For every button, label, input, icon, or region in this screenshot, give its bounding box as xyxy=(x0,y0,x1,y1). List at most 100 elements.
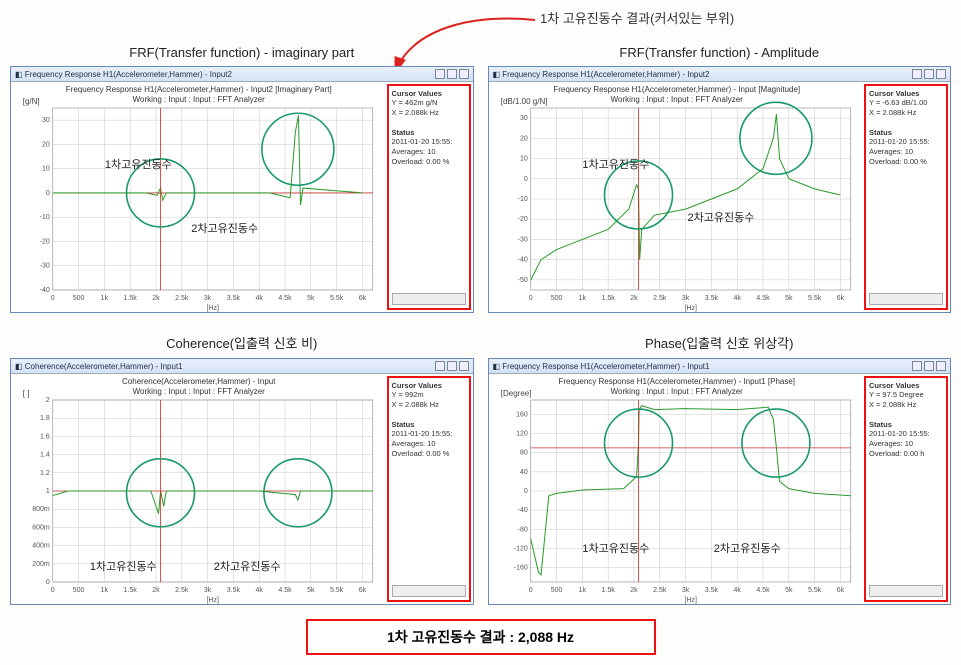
plot-area[interactable]: Frequency Response H1(Accelerometer,Hamm… xyxy=(489,374,865,604)
svg-text:3k: 3k xyxy=(204,587,212,594)
window-button-icon[interactable] xyxy=(447,361,457,371)
cursor-y: Y = 97.5 Degree xyxy=(869,390,943,399)
svg-text:1.5k: 1.5k xyxy=(601,295,615,302)
window-title: ◧ Frequency Response H1(Accelerometer,Ha… xyxy=(15,70,232,79)
mode-annotation: 1차고유진동수 xyxy=(105,156,172,172)
window-button-icon[interactable] xyxy=(459,69,469,79)
panel-footer-button[interactable] xyxy=(869,293,943,305)
chart-window: ◧ Frequency Response H1(Accelerometer,Ha… xyxy=(10,66,474,313)
svg-text:3.5k: 3.5k xyxy=(227,587,241,594)
svg-text:1.5k: 1.5k xyxy=(601,587,615,594)
svg-text:6k: 6k xyxy=(836,295,844,302)
svg-text:2.5k: 2.5k xyxy=(653,295,667,302)
svg-text:-160: -160 xyxy=(513,565,527,572)
svg-text:5k: 5k xyxy=(307,587,315,594)
cursor-x: X = 2.088k Hz xyxy=(392,400,466,409)
svg-text:5.5k: 5.5k xyxy=(808,587,822,594)
svg-text:5k: 5k xyxy=(785,587,793,594)
cursor-values-panel: Cursor ValuesY = 992mX = 2.088k HzStatus… xyxy=(387,376,471,602)
status-line: 2011-01-20 15:55: xyxy=(392,429,466,438)
plot-area[interactable]: Frequency Response H1(Accelerometer,Hamm… xyxy=(489,82,865,312)
svg-text:4.5k: 4.5k xyxy=(756,587,770,594)
window-button-icon[interactable] xyxy=(447,69,457,79)
cursor-x: X = 2.088k Hz xyxy=(869,400,943,409)
svg-text:4k: 4k xyxy=(733,295,741,302)
svg-text:120: 120 xyxy=(516,431,528,438)
svg-text:200m: 200m xyxy=(32,561,50,568)
cursor-values-panel: Cursor ValuesY = -6.63 dB/1.00X = 2.088k… xyxy=(864,84,948,310)
window-buttons[interactable] xyxy=(912,69,946,79)
window-button-icon[interactable] xyxy=(924,361,934,371)
mode-annotation: 2차고유진동수 xyxy=(191,220,258,236)
status-header: Status xyxy=(869,128,943,137)
status-line: 2011-01-20 15:55: xyxy=(392,137,466,146)
window-titlebar[interactable]: ◧ Coherence(Accelerometer,Hammer) - Inpu… xyxy=(11,359,473,374)
svg-text:0: 0 xyxy=(51,295,55,302)
status-line: Averages: 10 xyxy=(869,147,943,156)
status-header: Status xyxy=(392,420,466,429)
svg-text:1: 1 xyxy=(46,488,50,495)
cursor-values-header: Cursor Values xyxy=(869,381,943,390)
svg-text:-10: -10 xyxy=(517,196,527,203)
svg-text:1.4: 1.4 xyxy=(40,452,50,459)
panel-footer-button[interactable] xyxy=(392,293,466,305)
svg-text:3k: 3k xyxy=(681,295,689,302)
window-button-icon[interactable] xyxy=(435,361,445,371)
cursor-x: X = 2.088k Hz xyxy=(392,108,466,117)
svg-text:5k: 5k xyxy=(785,295,793,302)
svg-text:2k: 2k xyxy=(630,587,638,594)
window-titlebar[interactable]: ◧ Frequency Response H1(Accelerometer,Ha… xyxy=(11,67,473,82)
status-line: Overload: 0.00 % xyxy=(869,157,943,166)
svg-text:-30: -30 xyxy=(40,263,50,270)
svg-text:3k: 3k xyxy=(204,295,212,302)
svg-text:4.5k: 4.5k xyxy=(278,295,292,302)
cursor-values-panel: Cursor ValuesY = 462m g/NX = 2.088k HzSt… xyxy=(387,84,471,310)
plot-area[interactable]: Frequency Response H1(Accelerometer,Hamm… xyxy=(11,82,387,312)
svg-text:6k: 6k xyxy=(359,295,367,302)
svg-text:3.5k: 3.5k xyxy=(227,295,241,302)
svg-text:Coherence(Accelerometer,Hammer: Coherence(Accelerometer,Hammer) - Input xyxy=(122,377,276,386)
svg-text:[dB/1.00 g/N]: [dB/1.00 g/N] xyxy=(500,97,547,106)
svg-text:-120: -120 xyxy=(513,545,527,552)
window-button-icon[interactable] xyxy=(912,361,922,371)
svg-text:1.5k: 1.5k xyxy=(124,295,138,302)
window-button-icon[interactable] xyxy=(936,69,946,79)
svg-text:[ ]: [ ] xyxy=(23,389,30,398)
window-button-icon[interactable] xyxy=(912,69,922,79)
svg-text:Working : Input : Input : FFT: Working : Input : Input : FFT Analyzer xyxy=(610,95,743,104)
svg-text:Working : Input : Input : FFT: Working : Input : Input : FFT Analyzer xyxy=(610,387,743,396)
window-titlebar[interactable]: ◧ Frequency Response H1(Accelerometer,Ha… xyxy=(489,359,951,374)
svg-text:-80: -80 xyxy=(517,526,527,533)
svg-text:400m: 400m xyxy=(32,543,50,550)
svg-text:-50: -50 xyxy=(517,277,527,284)
panel-footer-button[interactable] xyxy=(869,585,943,597)
mode-annotation: 2차고유진동수 xyxy=(214,558,281,574)
mode-annotation: 2차고유진동수 xyxy=(714,540,781,556)
window-buttons[interactable] xyxy=(912,361,946,371)
window-buttons[interactable] xyxy=(435,69,469,79)
plot-area[interactable]: Coherence(Accelerometer,Hammer) - InputW… xyxy=(11,374,387,604)
svg-text:5.5k: 5.5k xyxy=(330,587,344,594)
status-line: Overload: 0.00 % xyxy=(392,449,466,458)
svg-text:Working : Input : Input : FFT: Working : Input : Input : FFT Analyzer xyxy=(133,95,266,104)
panel-footer-button[interactable] xyxy=(392,585,466,597)
svg-text:0: 0 xyxy=(46,190,50,197)
svg-text:30: 30 xyxy=(42,117,50,124)
svg-text:2.5k: 2.5k xyxy=(175,587,189,594)
svg-text:-30: -30 xyxy=(517,236,527,243)
cursor-values-header: Cursor Values xyxy=(869,89,943,98)
svg-text:6k: 6k xyxy=(836,587,844,594)
cursor-values-panel: Cursor ValuesY = 97.5 DegreeX = 2.088k H… xyxy=(864,376,948,602)
window-button-icon[interactable] xyxy=(924,69,934,79)
svg-text:80: 80 xyxy=(519,450,527,457)
svg-text:4.5k: 4.5k xyxy=(756,295,770,302)
window-titlebar[interactable]: ◧ Frequency Response H1(Accelerometer,Ha… xyxy=(489,67,951,82)
window-button-icon[interactable] xyxy=(459,361,469,371)
svg-text:1.8: 1.8 xyxy=(40,415,50,422)
window-title: ◧ Frequency Response H1(Accelerometer,Ha… xyxy=(493,362,710,371)
svg-text:160: 160 xyxy=(516,411,528,418)
window-button-icon[interactable] xyxy=(435,69,445,79)
svg-text:0: 0 xyxy=(51,587,55,594)
window-button-icon[interactable] xyxy=(936,361,946,371)
window-buttons[interactable] xyxy=(435,361,469,371)
